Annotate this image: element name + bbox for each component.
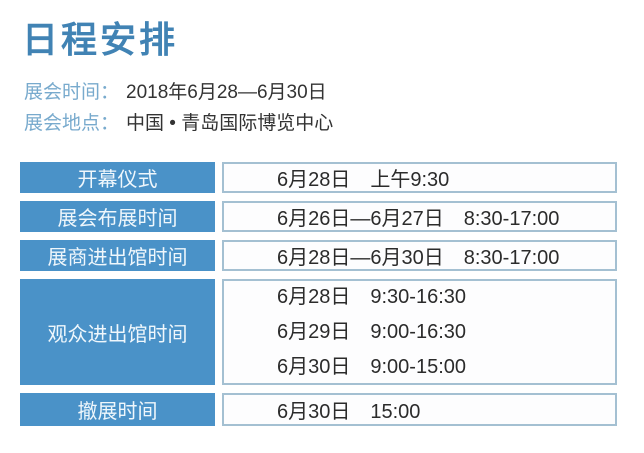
schedule-time: 6月30日 9:00-15:00	[277, 355, 467, 378]
schedule-row-label: 展会布展时间	[20, 201, 215, 232]
schedule-time: 6月28日 上午9:30	[277, 169, 450, 191]
schedule-row-label: 观众进出馆时间	[20, 279, 215, 385]
schedule-time: 6月28日 9:30-16:30	[277, 285, 467, 308]
schedule-time: 6月29日 9:00-16:30	[277, 320, 467, 343]
schedule-row-exhibitor-access: 展商进出馆时间 6月28日—6月30日 8:30-17:00	[20, 240, 617, 271]
schedule-row-time-cell: 6月30日 15:00	[222, 393, 617, 426]
schedule-row-time-cell: 6月28日 9:30-16:30 6月29日 9:00-16:30 6月30日 …	[222, 279, 617, 385]
schedule-row-label: 开幕仪式	[20, 162, 215, 193]
page-title: 日程安排	[22, 20, 179, 60]
exhibition-place-line: 展会地点： 中国 • 青岛国际博览中心	[24, 108, 333, 139]
exhibition-time-label: 展会时间：	[24, 82, 120, 103]
schedule-table: 开幕仪式 6月28日 上午9:30 展会布展时间 6月26日—6月27日 8:3…	[20, 162, 617, 426]
schedule-row-label: 展商进出馆时间	[20, 240, 215, 271]
exhibition-time-line: 展会时间： 2018年6月28—6月30日	[24, 77, 333, 108]
schedule-row-visitor-access: 观众进出馆时间 6月28日 9:30-16:30 6月29日 9:00-16:3…	[20, 279, 617, 385]
schedule-time: 6月26日—6月27日 8:30-17:00	[277, 208, 560, 230]
schedule-time: 6月30日 15:00	[277, 401, 421, 423]
schedule-row-setup-time: 展会布展时间 6月26日—6月27日 8:30-17:00	[20, 201, 617, 232]
exhibition-time-value: 2018年6月28—6月30日	[126, 82, 327, 103]
schedule-row-time-cell: 6月28日—6月30日 8:30-17:00	[222, 240, 617, 271]
schedule-row-opening-ceremony: 开幕仪式 6月28日 上午9:30	[20, 162, 617, 193]
schedule-time: 6月28日—6月30日 8:30-17:00	[277, 247, 560, 269]
exhibition-place-label: 展会地点：	[24, 113, 120, 134]
schedule-row-time-cell: 6月28日 上午9:30	[222, 162, 617, 193]
schedule-row-label: 撤展时间	[20, 393, 215, 426]
schedule-row-teardown-time: 撤展时间 6月30日 15:00	[20, 393, 617, 426]
exhibition-info: 展会时间： 2018年6月28—6月30日 展会地点： 中国 • 青岛国际博览中心	[24, 77, 333, 139]
schedule-row-time-cell: 6月26日—6月27日 8:30-17:00	[222, 201, 617, 232]
exhibition-place-value: 中国 • 青岛国际博览中心	[126, 113, 334, 134]
